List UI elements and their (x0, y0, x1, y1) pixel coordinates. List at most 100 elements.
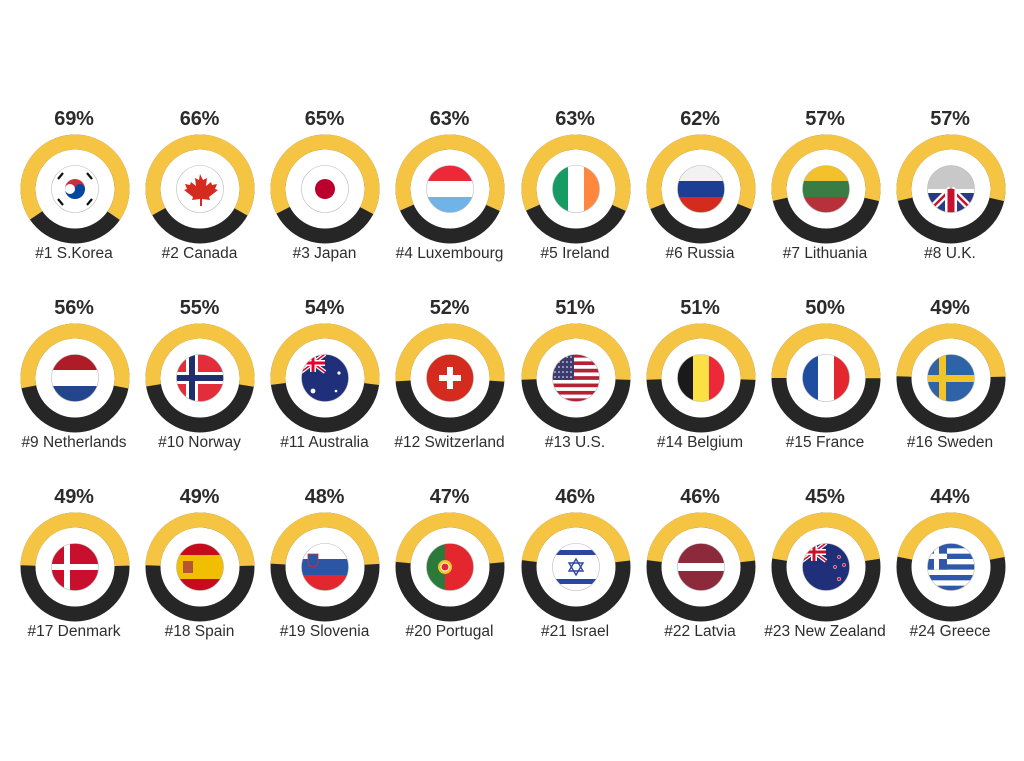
percent-value: 63% (555, 108, 595, 130)
country-label: #17 Denmark (27, 623, 121, 640)
percent-value: 50% (805, 297, 845, 319)
country-card-denmark: 49% #17 Denmark (12, 485, 137, 665)
country-card-new-zealand: 45% #23 New Zealand (763, 485, 888, 665)
percent-value: 62% (680, 108, 720, 130)
uk-flag-icon (927, 165, 974, 213)
sweden-flag-icon (927, 354, 974, 402)
luxembourg-flag-icon (426, 165, 474, 213)
percent-value: 57% (805, 108, 845, 130)
slovenia-flag-icon (301, 543, 349, 591)
percent-value: 46% (555, 486, 595, 508)
percent-value: 63% (429, 108, 470, 130)
percent-value: 51% (680, 297, 720, 319)
country-label: #7 Lithuania (782, 245, 868, 262)
donut-ring (771, 323, 880, 433)
country-label: #2 Canada (161, 245, 238, 262)
country-card-latvia: 46% #22 Latvia (638, 485, 763, 665)
country-label: #16 Sweden (906, 434, 994, 451)
donut-ring (646, 323, 755, 433)
percent-value: 55% (179, 297, 220, 319)
donut-filled-arc (646, 512, 755, 622)
donut-filled-arc (20, 323, 129, 433)
country-label: #22 Latvia (664, 623, 736, 640)
donut-ring (395, 512, 505, 622)
country-label: #10 Norway (158, 434, 241, 451)
russia-flag-icon (677, 165, 724, 213)
belgium-flag-icon (677, 354, 724, 402)
percent-value: 57% (930, 108, 970, 130)
portugal-flag-icon (426, 543, 474, 591)
percent-value: 46% (680, 486, 720, 508)
country-card-u-s: 51% #13 U.S. (513, 296, 638, 476)
canada-flag-icon (176, 165, 224, 213)
country-card-sweden: 49% #16 Sweden (888, 296, 1013, 476)
percent-value: 51% (555, 297, 595, 319)
donut-ring (895, 323, 1005, 433)
australia-flag-icon (301, 354, 349, 402)
country-card-luxembourg: 63% #4 Luxembourg (387, 107, 512, 287)
donut-filled-arc (896, 134, 1005, 244)
donut-ring (145, 323, 255, 433)
ireland-flag-icon (552, 165, 599, 213)
country-card-switzerland: 52% #12 Switzerland (387, 296, 512, 476)
percent-value: 48% (304, 486, 345, 508)
percent-value: 52% (429, 297, 470, 319)
donut-filled-arc (771, 512, 880, 622)
percent-value: 56% (54, 297, 94, 319)
latvia-flag-icon (677, 543, 724, 591)
country-label: #21 Israel (540, 623, 610, 640)
percent-value: 44% (930, 486, 970, 508)
country-label: #4 Luxembourg (395, 245, 504, 262)
norway-flag-icon (176, 354, 224, 402)
donut-filled-arc (270, 134, 380, 244)
donut-filled-arc (771, 134, 880, 244)
country-label: #20 Portugal (405, 623, 494, 640)
donut-filled-arc (20, 512, 129, 622)
percent-value: 47% (429, 486, 470, 508)
donut-ring (646, 134, 755, 244)
country-card-canada: 66% #2 Canada (137, 107, 262, 287)
country-card-netherlands: 56% #9 Netherlands (12, 296, 137, 476)
donut-filled-arc (270, 512, 380, 622)
percent-value: 66% (179, 108, 220, 130)
donut-ring (521, 323, 630, 433)
country-card-israel: 46% #21 Israel (513, 485, 638, 665)
country-label: #11 Australia (280, 434, 369, 451)
denmark-flag-icon (51, 543, 98, 591)
donut-ring (145, 134, 255, 244)
percent-value: 49% (54, 486, 94, 508)
donut-ring (395, 134, 505, 244)
israel-flag-icon (552, 543, 599, 591)
donut-ring (771, 134, 880, 244)
country-label: #9 Netherlands (21, 434, 127, 451)
country-card-u-k: 57% #8 U.K. (888, 107, 1013, 287)
country-label: #23 New Zealand (764, 623, 886, 640)
donut-filled-arc (521, 134, 630, 244)
donut-filled-arc (270, 323, 380, 433)
donut-filled-arc (771, 323, 880, 433)
lithuania-flag-icon (802, 165, 849, 213)
netherlands-flag-icon (51, 354, 98, 402)
country-card-slovenia: 48% #19 Slovenia (262, 485, 387, 665)
japan-flag-icon (301, 165, 349, 213)
country-card-japan: 65% #3 Japan (262, 107, 387, 287)
country-label: #3 Japan (292, 245, 357, 262)
donut-filled-arc (896, 512, 1005, 622)
country-card-france: 50% #15 France (763, 296, 888, 476)
donut-ring (521, 512, 630, 622)
country-label: #18 Spain (164, 623, 235, 640)
country-card-russia: 62% #6 Russia (638, 107, 763, 287)
donut-ring (896, 134, 1005, 244)
donut-ring (896, 512, 1005, 622)
donut-ring (20, 323, 129, 433)
country-card-portugal: 47% #20 Portugal (387, 485, 512, 665)
south-korea-flag-icon (51, 165, 98, 213)
donut-ring (270, 512, 380, 622)
spain-flag-icon (176, 543, 224, 591)
percent-value: 69% (54, 108, 94, 130)
country-label: #15 France (785, 434, 865, 451)
donut-ring (521, 134, 630, 244)
country-label: #13 U.S. (544, 434, 606, 451)
donut-ring (270, 134, 380, 244)
france-flag-icon (802, 354, 849, 402)
